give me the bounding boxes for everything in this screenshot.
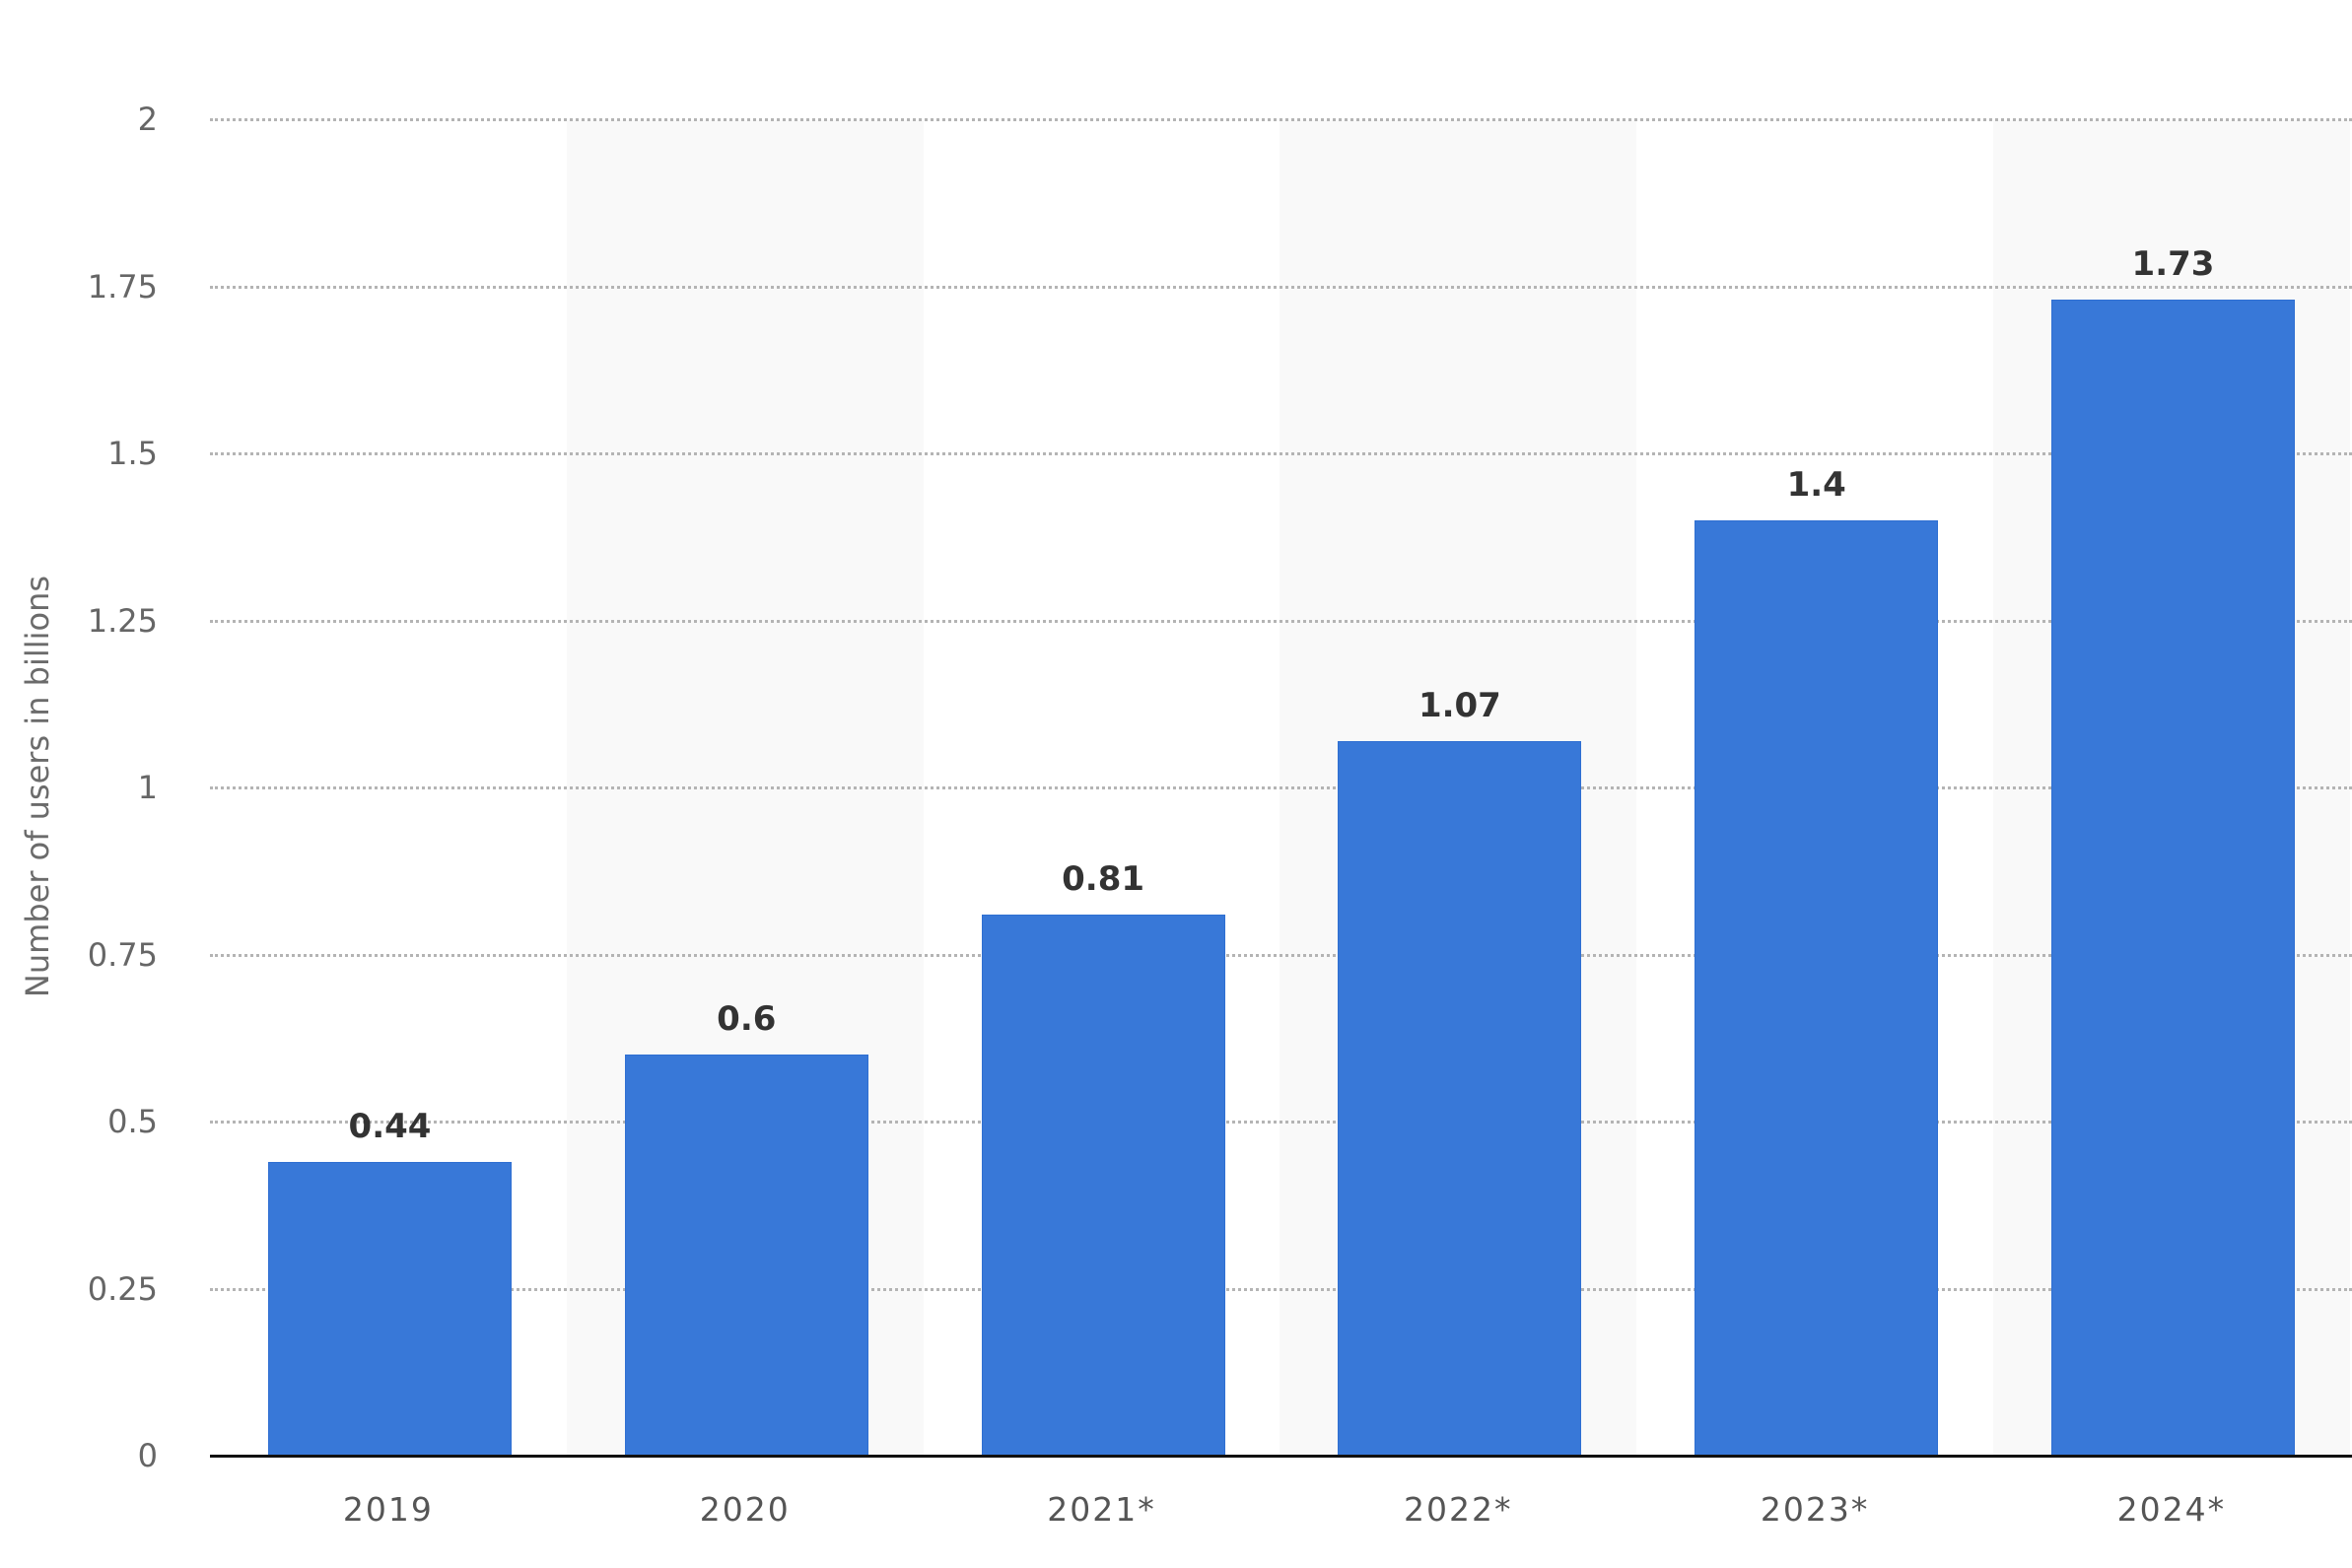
y-tick-label: 0.75 (87, 935, 158, 974)
gridline (210, 118, 2352, 121)
y-tick-label: 1 (137, 769, 158, 806)
bar-2024 (2051, 300, 2295, 1456)
y-tick-label: 1.25 (87, 601, 158, 640)
x-category-label: 2024* (2116, 1490, 2227, 1529)
y-tick-label: 0.5 (107, 1103, 158, 1140)
x-category-label: 2021* (1047, 1490, 1156, 1529)
bar-2019 (268, 1161, 512, 1456)
gridline (210, 285, 2352, 289)
bar-2023 (1695, 519, 1939, 1456)
y-tick-label: 1.75 (87, 267, 158, 306)
x-category-label: 2019 (342, 1490, 434, 1529)
gridline (210, 786, 2352, 789)
bar-2020 (624, 1055, 868, 1456)
y-axis-title: Number of users in billions (19, 575, 56, 998)
bar-2021 (981, 914, 1225, 1456)
gridline (210, 452, 2352, 455)
x-axis-line (210, 1455, 2352, 1458)
y-tick-label: 0 (137, 1437, 158, 1474)
bar-value-label: 0.81 (1062, 858, 1145, 899)
y-tick-label: 1.5 (107, 435, 158, 472)
bar-value-label: 1.73 (2131, 244, 2215, 285)
x-category-label: 2023* (1760, 1490, 1870, 1529)
bar-2022 (1338, 740, 1582, 1456)
bar-value-label: 0.44 (348, 1106, 432, 1146)
bar-value-label: 0.6 (717, 999, 777, 1040)
gridline (210, 953, 2352, 957)
gridline (210, 1287, 2352, 1291)
x-category-label: 2020 (699, 1490, 791, 1529)
x-category-label: 2022* (1404, 1490, 1513, 1529)
y-tick-label: 2 (137, 101, 158, 138)
gridline (210, 1121, 2352, 1124)
bar-value-label: 1.4 (1786, 464, 1846, 505)
gridline (210, 619, 2352, 623)
y-tick-label: 0.25 (87, 1269, 158, 1308)
bar-value-label: 1.07 (1418, 685, 1501, 725)
